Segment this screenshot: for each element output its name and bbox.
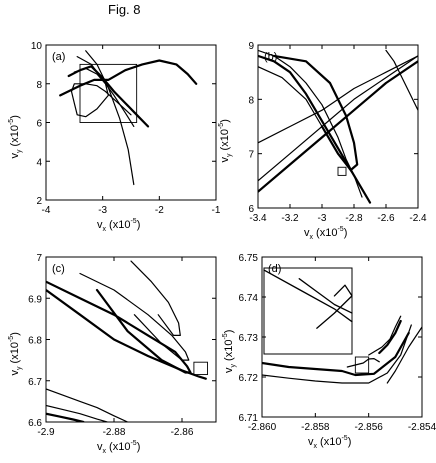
series-group xyxy=(262,315,422,384)
series-line-6 xyxy=(346,358,380,368)
y-tick-label: 6.75 xyxy=(239,253,259,264)
series-group xyxy=(258,49,418,204)
x-tick-label: -3.2 xyxy=(281,213,299,224)
series-line-5 xyxy=(258,55,418,182)
series-line-4 xyxy=(46,288,207,380)
zoom-box xyxy=(193,361,208,376)
panel-a: -4 -3 -2 -1 2 4 6 8 10 (a) vx (x10-5) vy (x10-5) xyxy=(8,41,221,233)
x-tick-label: -4 xyxy=(42,205,51,216)
x-tick-label: -2.86 xyxy=(171,427,194,438)
x-tick-label: -3.4 xyxy=(249,213,267,224)
figure-title: Fig. 8 xyxy=(108,2,141,17)
y-axis-label: vy (x10-5) xyxy=(8,332,23,375)
y-tick-label: 6.74 xyxy=(239,293,259,304)
y-tick-label: 6.71 xyxy=(239,413,259,424)
y-tick-label: 8 xyxy=(248,95,254,106)
series-line-7 xyxy=(46,412,85,422)
y-tick-label: 6 xyxy=(36,119,42,130)
series-line-4 xyxy=(258,60,418,193)
x-tick-label: -1 xyxy=(212,205,221,216)
y-tick-label: 9 xyxy=(248,41,254,52)
series-line-3 xyxy=(258,49,355,176)
panel-label: (c) xyxy=(52,263,65,275)
plot-frame xyxy=(45,256,217,423)
panel-b: -3.4 -3.2 -3 -2.8 -2.6 -2.4 6 7 8 9 (b) vx (x10-5) v… xyxy=(218,41,427,241)
series-line-1 xyxy=(46,280,192,374)
y-tick-label: 4 xyxy=(36,157,42,168)
panel-label: (d) xyxy=(268,263,281,275)
series-line-6 xyxy=(46,404,108,422)
x-tick-label: -3 xyxy=(98,205,107,216)
series-line-1 xyxy=(59,59,198,97)
x-tick-label: -2.856 xyxy=(354,422,383,433)
series-line-5 xyxy=(46,388,129,422)
x-axis-label: vx (x10-5) xyxy=(97,440,140,455)
inset-frame xyxy=(263,267,353,355)
series-line-4 xyxy=(378,319,402,355)
inset-series-line-1 xyxy=(263,269,353,323)
series-group xyxy=(46,260,207,422)
zoom-box xyxy=(337,166,347,176)
series-line-4 xyxy=(67,65,150,128)
x-tick-label: -2 xyxy=(155,205,164,216)
panel-c: -2.9 -2.88 -2.86 6.6 6.7 6.8 6.9 7 (c) vx (x10-5)… xyxy=(8,253,217,455)
panel-d: -2.860 -2.858 -2.856 -2.854 6.71 6.72 6.73 6.74… xyxy=(222,253,436,450)
series-line-8 xyxy=(385,49,418,111)
x-tick-label: -2.8 xyxy=(345,213,363,224)
y-tick-label: 6.6 xyxy=(28,418,42,429)
y-tick-label: 6 xyxy=(248,204,254,215)
x-axis-label: vx (x10-5) xyxy=(97,218,140,233)
x-tick-label: -2.9 xyxy=(37,427,55,438)
plot-frame xyxy=(257,44,419,209)
y-tick-label: 6.8 xyxy=(28,336,42,347)
x-tick-label: -2.4 xyxy=(409,213,427,224)
y-axis-label: vy (x10-5) xyxy=(222,330,237,373)
x-axis-label: vx (x10-5) xyxy=(304,226,347,241)
y-axis-label: vy (x10-5) xyxy=(8,115,23,158)
y-tick-label: 6.73 xyxy=(239,333,259,344)
x-tick-label: -2.88 xyxy=(103,427,126,438)
x-tick-label: -2.6 xyxy=(377,213,395,224)
series-line-3 xyxy=(130,260,181,336)
zoom-box xyxy=(354,356,370,374)
x-axis-label: vx (x10-5) xyxy=(308,435,351,450)
inset-series-line-2 xyxy=(298,278,353,314)
y-tick-label: 10 xyxy=(31,41,43,52)
y-tick-label: 7 xyxy=(248,150,254,161)
inset-series-line-3 xyxy=(316,284,353,329)
panel-label: (b) xyxy=(264,51,277,63)
zoom-box xyxy=(79,63,138,123)
x-tick-label: -2.854 xyxy=(408,422,436,433)
panel-label: (a) xyxy=(52,51,65,63)
series-line-2 xyxy=(262,324,412,384)
x-tick-label: -3 xyxy=(318,213,327,224)
series-group xyxy=(59,50,198,186)
series-line-5 xyxy=(76,55,135,128)
y-axis-label: vy (x10-5) xyxy=(218,119,233,162)
y-tick-label: 7 xyxy=(36,253,42,264)
x-tick-label: -2.858 xyxy=(301,422,330,433)
series-line-7 xyxy=(272,54,359,172)
x-tick-label: -2.860 xyxy=(248,422,277,433)
series-line-2 xyxy=(85,50,135,186)
y-tick-label: 6.72 xyxy=(239,373,259,384)
series-line-2 xyxy=(79,272,190,361)
y-tick-label: 8 xyxy=(36,80,42,91)
series-line-5 xyxy=(386,326,422,384)
y-tick-label: 2 xyxy=(36,196,42,207)
y-tick-label: 6.7 xyxy=(28,377,42,388)
series-line-1 xyxy=(262,331,410,377)
series-line-3 xyxy=(368,315,402,356)
y-tick-label: 6.9 xyxy=(28,294,42,305)
series-line-1 xyxy=(258,54,372,204)
